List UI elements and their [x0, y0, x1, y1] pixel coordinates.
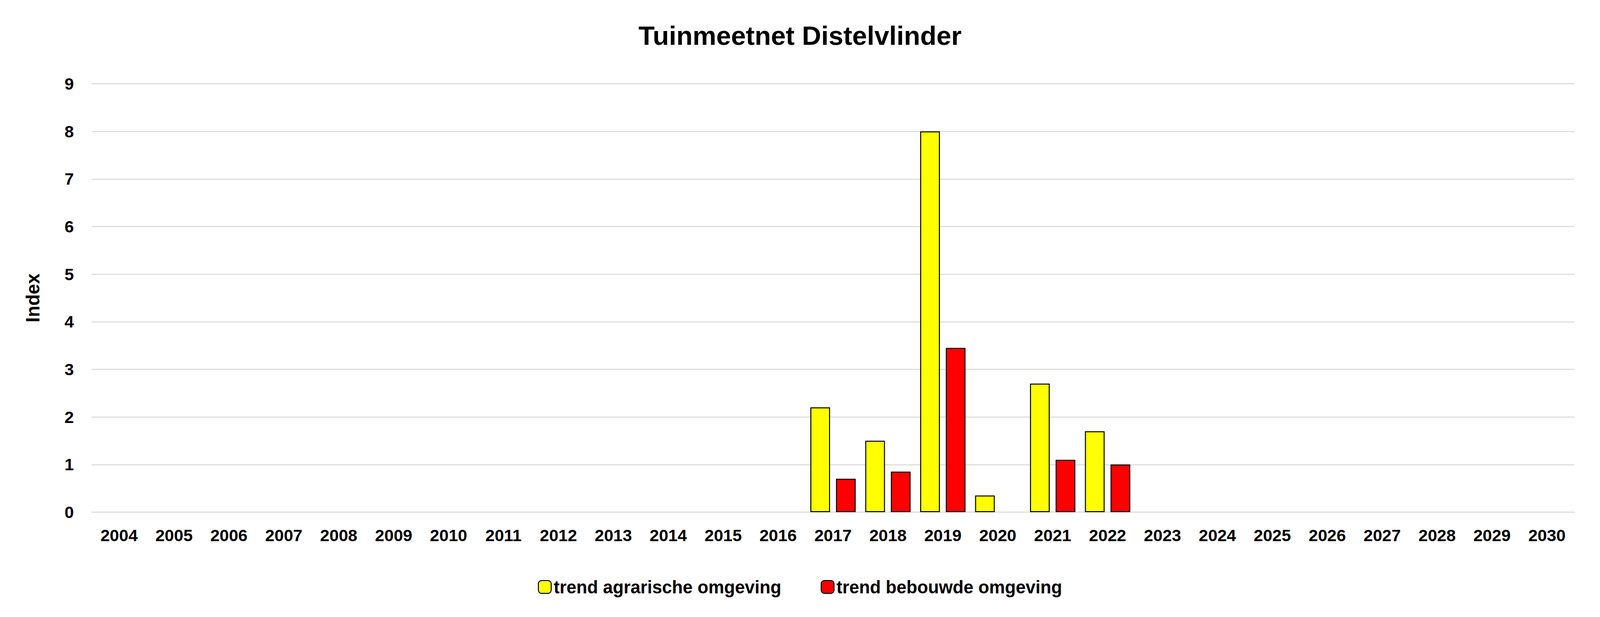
svg-text:6: 6 — [64, 217, 74, 236]
svg-text:2009: 2009 — [374, 526, 413, 545]
svg-text:2015: 2015 — [704, 526, 742, 545]
svg-text:5: 5 — [64, 265, 74, 284]
svg-text:2016: 2016 — [759, 526, 798, 545]
svg-text:2028: 2028 — [1418, 526, 1456, 545]
svg-text:2018: 2018 — [869, 526, 907, 545]
svg-text:3: 3 — [64, 360, 74, 379]
svg-text:2017: 2017 — [814, 526, 852, 545]
svg-text:2011: 2011 — [485, 526, 522, 545]
svg-text:2022: 2022 — [1089, 526, 1127, 545]
svg-text:2027: 2027 — [1363, 526, 1401, 545]
svg-text:2030: 2030 — [1528, 526, 1566, 545]
svg-text:Tuinmeetnet Distelvlinder: Tuinmeetnet Distelvlinder — [638, 20, 962, 51]
svg-text:2025: 2025 — [1253, 526, 1292, 545]
svg-text:7: 7 — [64, 169, 74, 189]
svg-text:2005: 2005 — [155, 526, 193, 545]
svg-text:9: 9 — [64, 74, 74, 94]
svg-text:trend agrarische omgeving: trend agrarische omgeving — [553, 577, 782, 598]
svg-text:2019: 2019 — [924, 526, 962, 545]
svg-text:2014: 2014 — [649, 526, 688, 545]
svg-text:2: 2 — [64, 407, 74, 427]
svg-text:trend bebouwde omgeving: trend bebouwde omgeving — [836, 577, 1063, 598]
svg-text:2012: 2012 — [539, 526, 578, 545]
svg-text:2008: 2008 — [320, 526, 358, 545]
svg-text:2007: 2007 — [265, 526, 303, 545]
svg-text:8: 8 — [64, 122, 74, 141]
svg-text:2023: 2023 — [1143, 526, 1182, 545]
svg-text:2010: 2010 — [430, 526, 468, 545]
svg-text:2006: 2006 — [210, 526, 248, 545]
svg-text:2013: 2013 — [594, 526, 633, 545]
svg-text:2024: 2024 — [1199, 526, 1237, 545]
svg-text:2029: 2029 — [1473, 526, 1511, 545]
svg-text:2021: 2021 — [1033, 526, 1072, 545]
svg-text:0: 0 — [64, 502, 74, 522]
svg-text:2026: 2026 — [1308, 526, 1347, 545]
svg-text:4: 4 — [64, 312, 74, 332]
svg-text:2004: 2004 — [100, 526, 138, 545]
svg-text:1: 1 — [64, 455, 74, 474]
svg-text:2020: 2020 — [979, 526, 1017, 545]
svg-text:Index: Index — [22, 273, 44, 323]
